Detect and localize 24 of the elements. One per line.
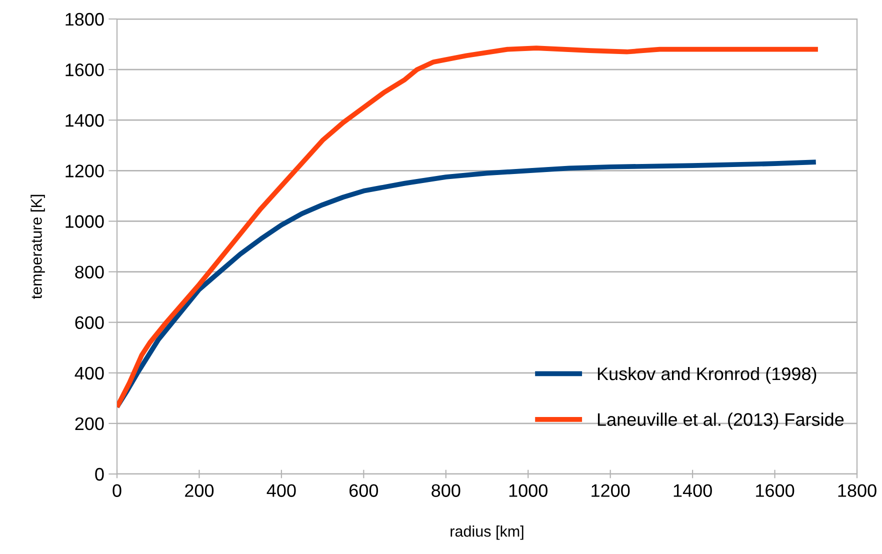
y-tick-label: 800 [75, 266, 104, 278]
legend-label: Kuskov and Kronrod (1998) [598, 366, 816, 384]
x-tick-label: 600 [350, 484, 378, 497]
y-tick-label: 0 [95, 468, 104, 481]
y-tick-label: 1800 [66, 12, 104, 26]
x-tick-label: 200 [185, 484, 214, 497]
x-axis-title: radius [km] [450, 526, 524, 540]
y-tick-label: 600 [75, 316, 104, 330]
y-tick-label: 200 [75, 417, 104, 430]
x-tick-label: 1200 [592, 484, 630, 497]
x-tick-label: 400 [266, 484, 296, 497]
y-tick-label: 1200 [66, 164, 104, 178]
x-tick-label: 0 [112, 484, 122, 497]
x-tick-label: 1800 [838, 484, 876, 497]
x-tick-label: 800 [432, 484, 460, 497]
y-tick-label: 1000 [66, 215, 104, 228]
x-tick-label: 1600 [756, 484, 794, 497]
x-tick-label: 1400 [674, 484, 712, 497]
legend-label: Laneuville et al. (2013) Farside [598, 412, 844, 430]
y-tick-label: 1400 [66, 114, 104, 127]
y-tick-label: 400 [74, 366, 104, 380]
y-tick-label: 1600 [66, 63, 104, 76]
y-axis-title: temperature [K] [30, 194, 45, 299]
x-tick-label: 1000 [509, 484, 548, 497]
